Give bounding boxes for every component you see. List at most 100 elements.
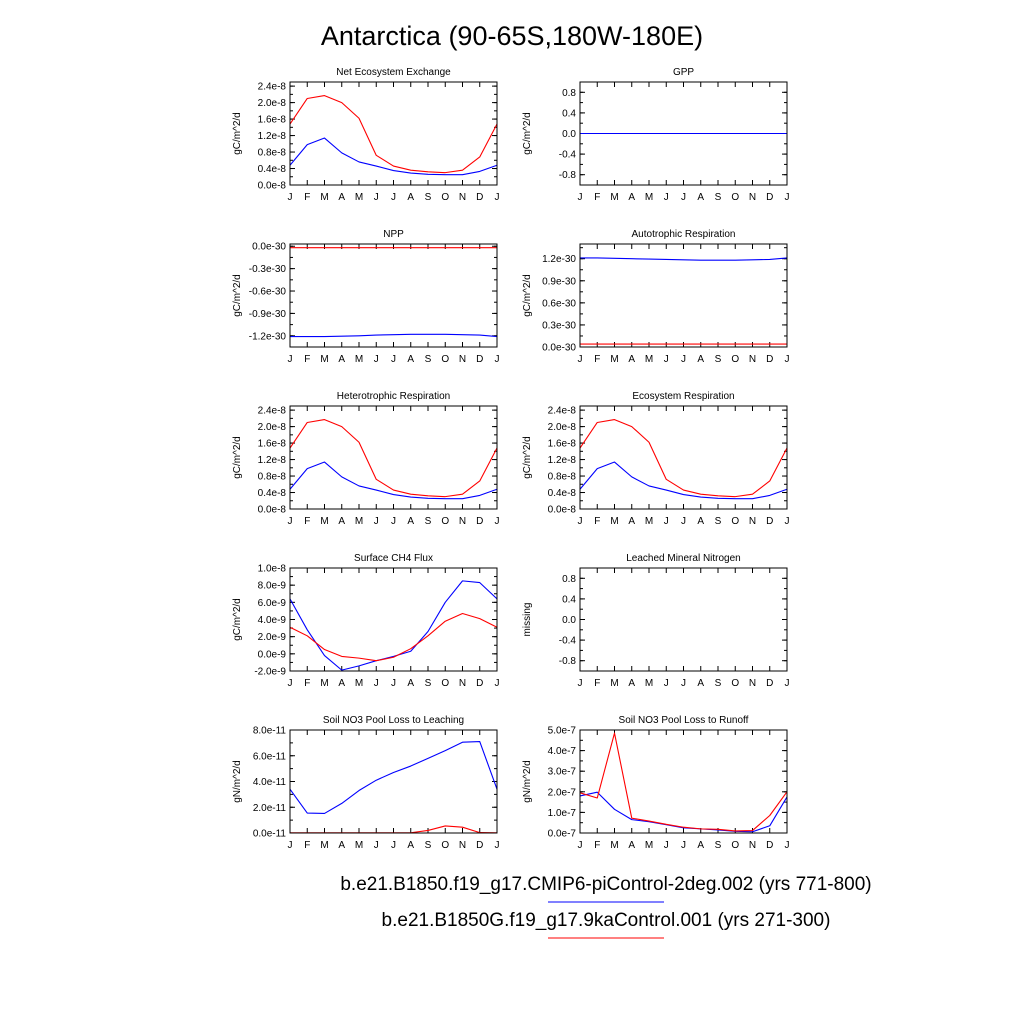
x-tick-label: N	[459, 840, 466, 851]
y-tick-label: 4.0e-7	[548, 746, 577, 757]
x-tick-label: M	[645, 354, 653, 365]
y-axis-label: gN/m^2/d	[522, 760, 533, 803]
x-tick-label: J	[495, 678, 500, 689]
panel-title: NPP	[383, 229, 404, 240]
x-tick-label: A	[338, 678, 345, 689]
y-axis-label: missing	[522, 603, 533, 637]
y-tick-label: 1.6e-8	[258, 439, 287, 450]
y-tick-label: 6.0e-9	[258, 598, 287, 609]
x-tick-label: F	[594, 678, 600, 689]
x-tick-label: S	[425, 192, 432, 203]
panel-title: Heterotrophic Respiration	[337, 391, 450, 402]
x-tick-label: S	[425, 516, 432, 527]
x-tick-label: N	[749, 678, 756, 689]
x-tick-label: O	[731, 678, 739, 689]
x-tick-label: M	[645, 192, 653, 203]
y-tick-label: -0.3e-30	[249, 264, 287, 275]
panel-autotrophic-respiration: Autotrophic Respiration gC/m^2/d 0.0e-30 0.…	[522, 229, 790, 365]
plot-frame	[579, 243, 788, 348]
x-tick-label: J	[288, 678, 293, 689]
x-tick-label: D	[766, 840, 773, 851]
y-tick-label: 1.2e-8	[258, 455, 287, 466]
x-tick-label: J	[374, 516, 379, 527]
y-tick-label: 0.3e-30	[542, 320, 576, 331]
x-tick-label: F	[304, 678, 310, 689]
y-tick-label: -1.2e-30	[249, 331, 287, 342]
x-tick-label: J	[681, 678, 686, 689]
y-tick-label: 2.0e-8	[258, 422, 287, 433]
plot-frame	[579, 729, 788, 834]
y-tick-label: 0.4	[562, 108, 576, 119]
x-tick-label: J	[664, 678, 669, 689]
x-tick-label: M	[610, 840, 618, 851]
panel-heterotrophic-respiration: Heterotrophic Respiration gC/m^2/d 0.0e-8 0…	[232, 391, 500, 527]
panel-title: Soil NO3 Pool Loss to Runoff	[619, 715, 749, 726]
x-tick-label: J	[495, 192, 500, 203]
x-tick-label: M	[645, 840, 653, 851]
y-tick-label: -2.0e-9	[254, 667, 286, 678]
x-tick-label: J	[785, 192, 790, 203]
panel-leached-mineral-nitrogen: Leached Mineral Nitrogen missing -0.8 -0.4 0…	[522, 553, 790, 689]
y-tick-label: 0.8e-8	[258, 472, 287, 483]
series-line-run2	[289, 95, 498, 174]
y-axis-label: gC/m^2/d	[522, 112, 533, 155]
x-tick-label: S	[425, 840, 432, 851]
x-tick-label: D	[476, 516, 483, 527]
y-tick-label: 0.0e-30	[542, 343, 576, 354]
x-tick-label: J	[288, 354, 293, 365]
legend: b.e21.B1850.f19_g17.CMIP6-piControl-2deg…	[340, 874, 872, 939]
series-line-run1	[580, 257, 788, 261]
x-tick-label: F	[594, 192, 600, 203]
x-tick-label: J	[664, 192, 669, 203]
series-line-run2	[579, 732, 788, 832]
x-tick-label: J	[288, 840, 293, 851]
x-tick-label: A	[697, 192, 704, 203]
series-line-run1	[289, 137, 498, 176]
x-tick-label: M	[320, 840, 328, 851]
panel-net-ecosystem-exchange: Net Ecosystem Exchange gC/m^2/d 0.0e-8 0.4e…	[232, 67, 500, 203]
y-axis-label: gN/m^2/d	[232, 760, 243, 803]
panel-title: Autotrophic Respiration	[632, 229, 736, 240]
x-tick-label: D	[476, 840, 483, 851]
x-tick-label: N	[749, 516, 756, 527]
plot-frame	[579, 567, 788, 672]
y-tick-label: 5.0e-7	[548, 726, 577, 737]
y-axis-label: gC/m^2/d	[232, 112, 243, 155]
y-tick-label: 0.8e-8	[548, 472, 577, 483]
x-tick-label: F	[594, 354, 600, 365]
x-tick-label: J	[578, 516, 583, 527]
x-tick-label: J	[681, 354, 686, 365]
x-tick-label: J	[374, 840, 379, 851]
x-tick-label: M	[320, 678, 328, 689]
y-tick-label: -0.8	[559, 170, 577, 181]
x-tick-label: M	[355, 192, 363, 203]
x-tick-label: J	[495, 354, 500, 365]
x-tick-label: M	[610, 516, 618, 527]
x-tick-label: A	[628, 516, 635, 527]
panel-soil-no3-pool-loss-to-runoff: Soil NO3 Pool Loss to Runoff gN/m^2/d 0.0e…	[522, 715, 790, 851]
x-tick-label: O	[441, 840, 449, 851]
x-tick-label: D	[766, 354, 773, 365]
x-tick-label: A	[697, 516, 704, 527]
y-tick-label: 1.0e-7	[548, 808, 577, 819]
x-tick-label: J	[374, 354, 379, 365]
x-tick-label: J	[391, 678, 396, 689]
x-tick-label: M	[355, 678, 363, 689]
x-tick-label: S	[715, 840, 722, 851]
y-tick-label: 1.6e-8	[548, 439, 577, 450]
panel-title: Leached Mineral Nitrogen	[626, 553, 741, 564]
series-line-run1	[289, 580, 498, 671]
plot-frame	[289, 81, 498, 186]
x-tick-label: A	[697, 840, 704, 851]
y-tick-label: -0.8	[559, 656, 577, 667]
y-tick-label: 0.4e-8	[258, 164, 287, 175]
x-tick-label: J	[578, 354, 583, 365]
y-tick-label: 0.0	[562, 615, 576, 626]
series-line-run1	[579, 791, 788, 833]
x-tick-label: J	[391, 516, 396, 527]
x-tick-label: A	[338, 516, 345, 527]
x-tick-label: A	[628, 840, 635, 851]
x-tick-label: M	[355, 516, 363, 527]
x-tick-label: J	[578, 678, 583, 689]
